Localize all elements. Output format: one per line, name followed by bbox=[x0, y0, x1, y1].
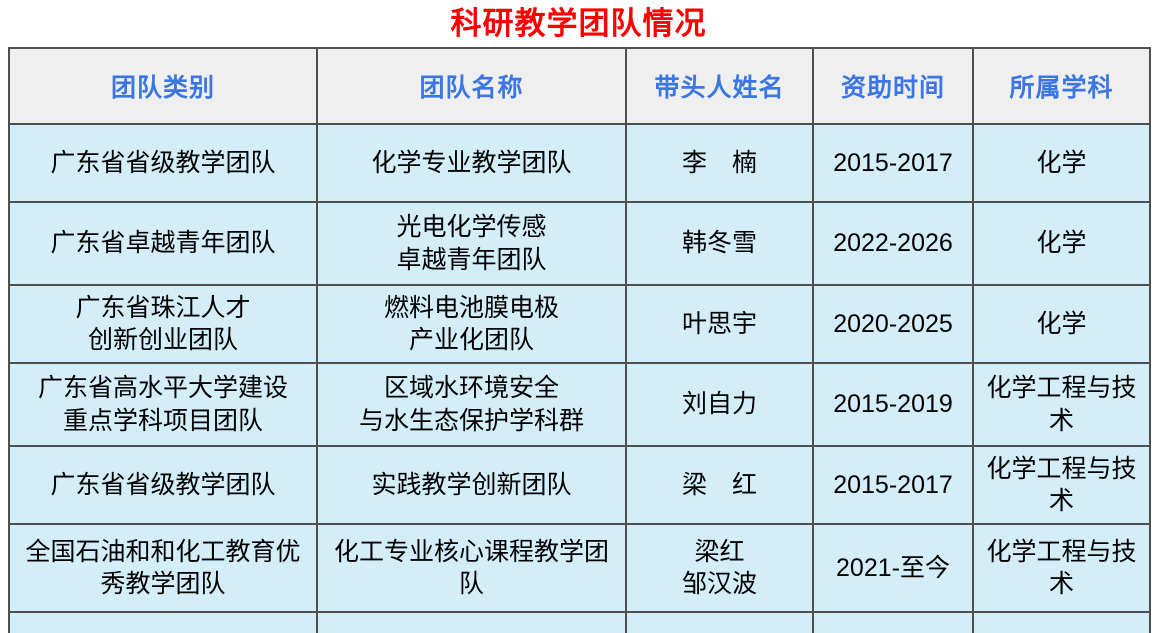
cell-leader-name: 刘自力 bbox=[625, 362, 814, 447]
table-row: 全国石油和和化工教育优 秀教学团队 化工专业核心课程教学团 队 梁红 邹汉波 2… bbox=[8, 523, 1151, 613]
cell-team-category: 广东省卓越青年团队 bbox=[8, 201, 318, 286]
table-row: 广东省珠江人才 创新创业团队 燃料电池膜电极 产业化团队 叶思宇 2020-20… bbox=[8, 284, 1151, 364]
table-row: 广东省卓越青年团队 光电化学传感 卓越青年团队 韩冬雪 2022-2026 化学 bbox=[8, 201, 1151, 286]
cell-leader-name: 韩冬雪 bbox=[625, 201, 814, 286]
cell-team-name: 燃料电池膜电极 产业化团队 bbox=[316, 284, 627, 364]
cell-funding-period: 2015-2017 bbox=[812, 445, 974, 525]
cell-discipline: 化学 bbox=[972, 284, 1151, 364]
cell-empty bbox=[8, 611, 318, 633]
cell-funding-period: 2015-2019 bbox=[812, 362, 974, 447]
cell-team-category: 广东省省级教学团队 bbox=[8, 445, 318, 525]
cell-leader-name: 梁 红 bbox=[625, 445, 814, 525]
cell-funding-period: 2021-至今 bbox=[812, 523, 974, 613]
header-row: 团队类别 团队名称 带头人姓名 资助时间 所属学科 bbox=[8, 47, 1151, 125]
column-header-discipline: 所属学科 bbox=[972, 47, 1151, 125]
cell-funding-period: 2020-2025 bbox=[812, 284, 974, 364]
cell-empty bbox=[972, 611, 1151, 633]
cell-empty bbox=[316, 611, 627, 633]
cell-discipline: 化学工程与技术 bbox=[972, 445, 1151, 525]
table-row: 广东省省级教学团队 化学专业教学团队 李 楠 2015-2017 化学 bbox=[8, 123, 1151, 203]
table-row: 广东省省级教学团队 实践教学创新团队 梁 红 2015-2017 化学工程与技术 bbox=[8, 445, 1151, 525]
teams-table: 团队类别 团队名称 带头人姓名 资助时间 所属学科 广东省省级教学团队 化学专业… bbox=[8, 47, 1151, 633]
cell-team-category: 广东省高水平大学建设 重点学科项目团队 bbox=[8, 362, 318, 447]
table-row-partial bbox=[8, 611, 1151, 633]
table-row: 广东省高水平大学建设 重点学科项目团队 区域水环境安全 与水生态保护学科群 刘自… bbox=[8, 362, 1151, 447]
cell-team-name: 化工专业核心课程教学团 队 bbox=[316, 523, 627, 613]
column-header-team-category: 团队类别 bbox=[8, 47, 318, 125]
column-header-leader-name: 带头人姓名 bbox=[625, 47, 814, 125]
cell-leader-name: 梁红 邹汉波 bbox=[625, 523, 814, 613]
cell-discipline: 化学 bbox=[972, 123, 1151, 203]
cell-team-name: 区域水环境安全 与水生态保护学科群 bbox=[316, 362, 627, 447]
cell-team-category: 全国石油和和化工教育优 秀教学团队 bbox=[8, 523, 318, 613]
column-header-funding-period: 资助时间 bbox=[812, 47, 974, 125]
cell-team-category: 广东省省级教学团队 bbox=[8, 123, 318, 203]
cell-leader-name: 叶思宇 bbox=[625, 284, 814, 364]
column-header-team-name: 团队名称 bbox=[316, 47, 627, 125]
cell-team-name: 实践教学创新团队 bbox=[316, 445, 627, 525]
cell-team-name: 光电化学传感 卓越青年团队 bbox=[316, 201, 627, 286]
cell-funding-period: 2022-2026 bbox=[812, 201, 974, 286]
cell-discipline: 化学 bbox=[972, 201, 1151, 286]
page-title: 科研教学团队情况 bbox=[450, 6, 707, 41]
cell-leader-name: 李 楠 bbox=[625, 123, 814, 203]
cell-funding-period: 2015-2017 bbox=[812, 123, 974, 203]
cell-empty bbox=[812, 611, 974, 633]
cell-discipline: 化学工程与技术 bbox=[972, 362, 1151, 447]
cell-team-category: 广东省珠江人才 创新创业团队 bbox=[8, 284, 318, 364]
cell-empty bbox=[625, 611, 814, 633]
cell-discipline: 化学工程与技术 bbox=[972, 523, 1151, 613]
cell-team-name: 化学专业教学团队 bbox=[316, 123, 627, 203]
